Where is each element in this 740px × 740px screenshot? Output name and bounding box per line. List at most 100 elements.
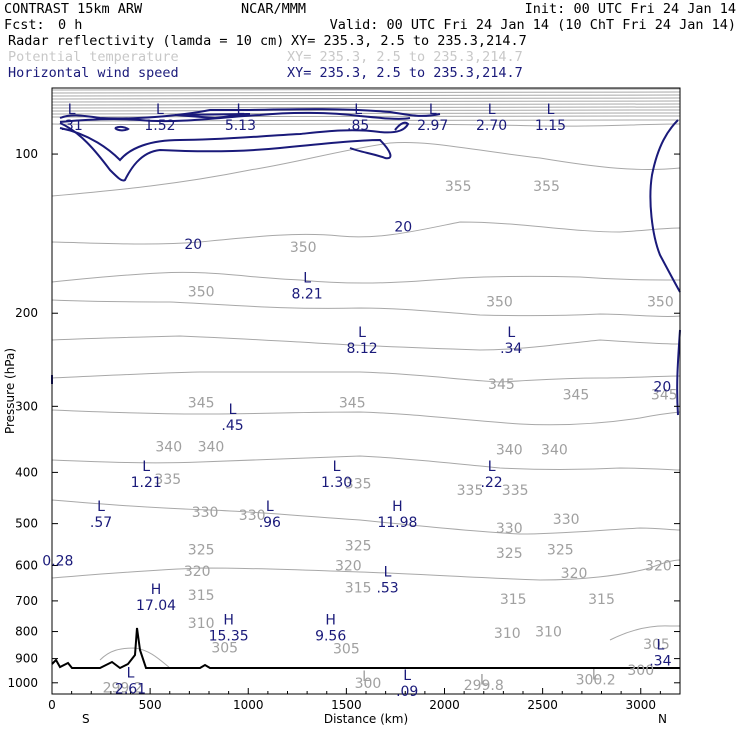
y-axis-title: Pressure (hPa)	[3, 348, 17, 434]
extremum-type: L	[229, 402, 237, 418]
field1-xy: XY= 235.3, 2.5 to 235.3,214.7	[291, 33, 527, 49]
y-tick-label: 900	[15, 652, 38, 666]
x-axis-title: Distance (km)	[324, 712, 408, 726]
theta-contour-label: 335	[502, 483, 529, 499]
extremum: H9.56	[315, 612, 346, 644]
valid-time: Valid: 00 UTC Fri 24 Jan 14 (10 ChT Fri …	[330, 17, 736, 33]
x-tick-label: 0	[48, 698, 56, 712]
field2-name: Potential temperature	[8, 49, 179, 65]
wind-label-layer: 20 20 20	[184, 219, 671, 395]
extremum-value: .34	[649, 653, 671, 669]
theta-contour-label: 345	[188, 395, 215, 411]
extremum-value: .34	[500, 341, 522, 357]
y-tick-label: 200	[15, 306, 38, 320]
extremum-value: 2.70	[476, 118, 507, 134]
theta-contour-label: 335	[345, 477, 372, 493]
theta-contour-label: 320	[184, 564, 211, 580]
theta-contour-label: 320	[561, 566, 588, 582]
theta-contour-label: 325	[496, 546, 523, 562]
x-tick-label: 2000	[429, 698, 460, 712]
theta-contour-label: 300	[627, 663, 654, 679]
theta-contour-label: L	[592, 668, 600, 684]
theta-contour-label: 330	[496, 521, 523, 537]
extremum-value: 1.15	[535, 118, 566, 134]
extremum: H15.35	[209, 612, 249, 644]
x-tick-label: 1500	[331, 698, 362, 712]
y-tick-label: 1000	[7, 676, 38, 690]
extremum-type: L	[384, 565, 392, 581]
extremum: L8.21	[292, 271, 323, 303]
theta-contour-label: 315	[500, 592, 527, 608]
theta-contour-label: 325	[547, 543, 574, 559]
x-tick-label: 2500	[527, 698, 558, 712]
theta-contour-label: 340	[541, 442, 568, 458]
extremum-value: 8.12	[346, 341, 377, 357]
theta-contour-label: 320	[335, 558, 362, 574]
extremum: L2.97	[417, 102, 448, 134]
field3-xy: XY= 235.3, 2.5 to 235.3,214.7	[287, 65, 523, 81]
extremum-type: L	[488, 102, 496, 118]
extremum-value: .53	[376, 581, 398, 597]
theta-325	[51, 371, 681, 383]
x-end-label: N	[658, 712, 667, 726]
extremum: L.96	[259, 499, 281, 531]
extremum-value: .57	[90, 515, 112, 531]
extremum-value: 15.35	[209, 628, 249, 644]
theta-contour-label: 299.2	[103, 680, 143, 696]
model-title: CONTRAST 15km ARW	[4, 1, 143, 17]
axes: 0 500 1000 1500 2000 2500 3000 100 200 300 400 500 6…	[7, 147, 680, 712]
theta-contour-label: 300	[355, 676, 382, 692]
theta-335	[51, 299, 681, 318]
theta-contour-label: 310	[494, 626, 521, 642]
theta-contour-label: 335	[457, 483, 484, 499]
x-tick-label: 500	[139, 698, 162, 712]
extremum-value: .22	[480, 475, 502, 491]
y-tick-label: 500	[15, 517, 38, 531]
extremum-value: 1.30	[321, 475, 352, 491]
theta-contour-label: 325	[345, 539, 372, 555]
y-tick-label: 800	[15, 625, 38, 639]
extremum: L.53	[376, 565, 398, 597]
theta-contour-label: L	[362, 669, 370, 685]
init-time: Init: 00 UTC Fri 24 Jan 14	[525, 1, 736, 17]
x-start-label: S	[82, 712, 90, 726]
theta-contour-label: 315	[588, 592, 615, 608]
extremum-value: 8.21	[292, 287, 323, 303]
field3-name: Horizontal wind speed	[8, 65, 179, 81]
extremum-type: L	[156, 102, 164, 118]
x-tick-label: 1000	[233, 698, 264, 712]
extremum-type: L	[127, 666, 135, 682]
theta-contour-label: L	[480, 672, 488, 688]
extrema-layer: L.31L1.52L5.13L.85L2.97L2.70L1.15L8.21L8…	[42, 102, 671, 700]
org-label: NCAR/MMM	[241, 1, 306, 17]
theta-315	[51, 455, 681, 471]
theta-300	[609, 625, 680, 641]
extremum-type: L	[656, 637, 664, 653]
theta-contour-label: 305	[643, 637, 670, 653]
extremum: L.34	[500, 325, 522, 357]
extremum-type: L	[547, 102, 555, 118]
theta-contour-label: 330	[192, 505, 219, 521]
extremum-value: .96	[259, 515, 281, 531]
extremum-value: .45	[221, 418, 243, 434]
extremum: L.57	[90, 499, 112, 531]
extremum: L1.52	[144, 102, 175, 134]
extremum-type: L	[236, 102, 244, 118]
extremum-value: 17.04	[136, 598, 176, 614]
theta-310	[51, 499, 681, 535]
extremum: H11.98	[377, 499, 417, 531]
theta-contour-label: 325	[188, 543, 215, 559]
fcst-label: Fcst:	[4, 17, 45, 33]
theta-contour-label: 300.2	[576, 672, 616, 688]
extremum: L.31	[60, 102, 82, 134]
theta-contour-label: 350	[188, 285, 215, 301]
y-tick-label: 300	[15, 399, 38, 413]
extremum-value: 0.28	[42, 554, 73, 570]
extremum-type: H	[151, 582, 162, 598]
extremum-value: 2.61	[115, 682, 146, 698]
extremum-value: 1.52	[144, 118, 175, 134]
theta-contour-label: 305	[211, 641, 238, 657]
y-tick-label: 100	[15, 147, 38, 161]
extremum: L.22	[480, 459, 502, 491]
